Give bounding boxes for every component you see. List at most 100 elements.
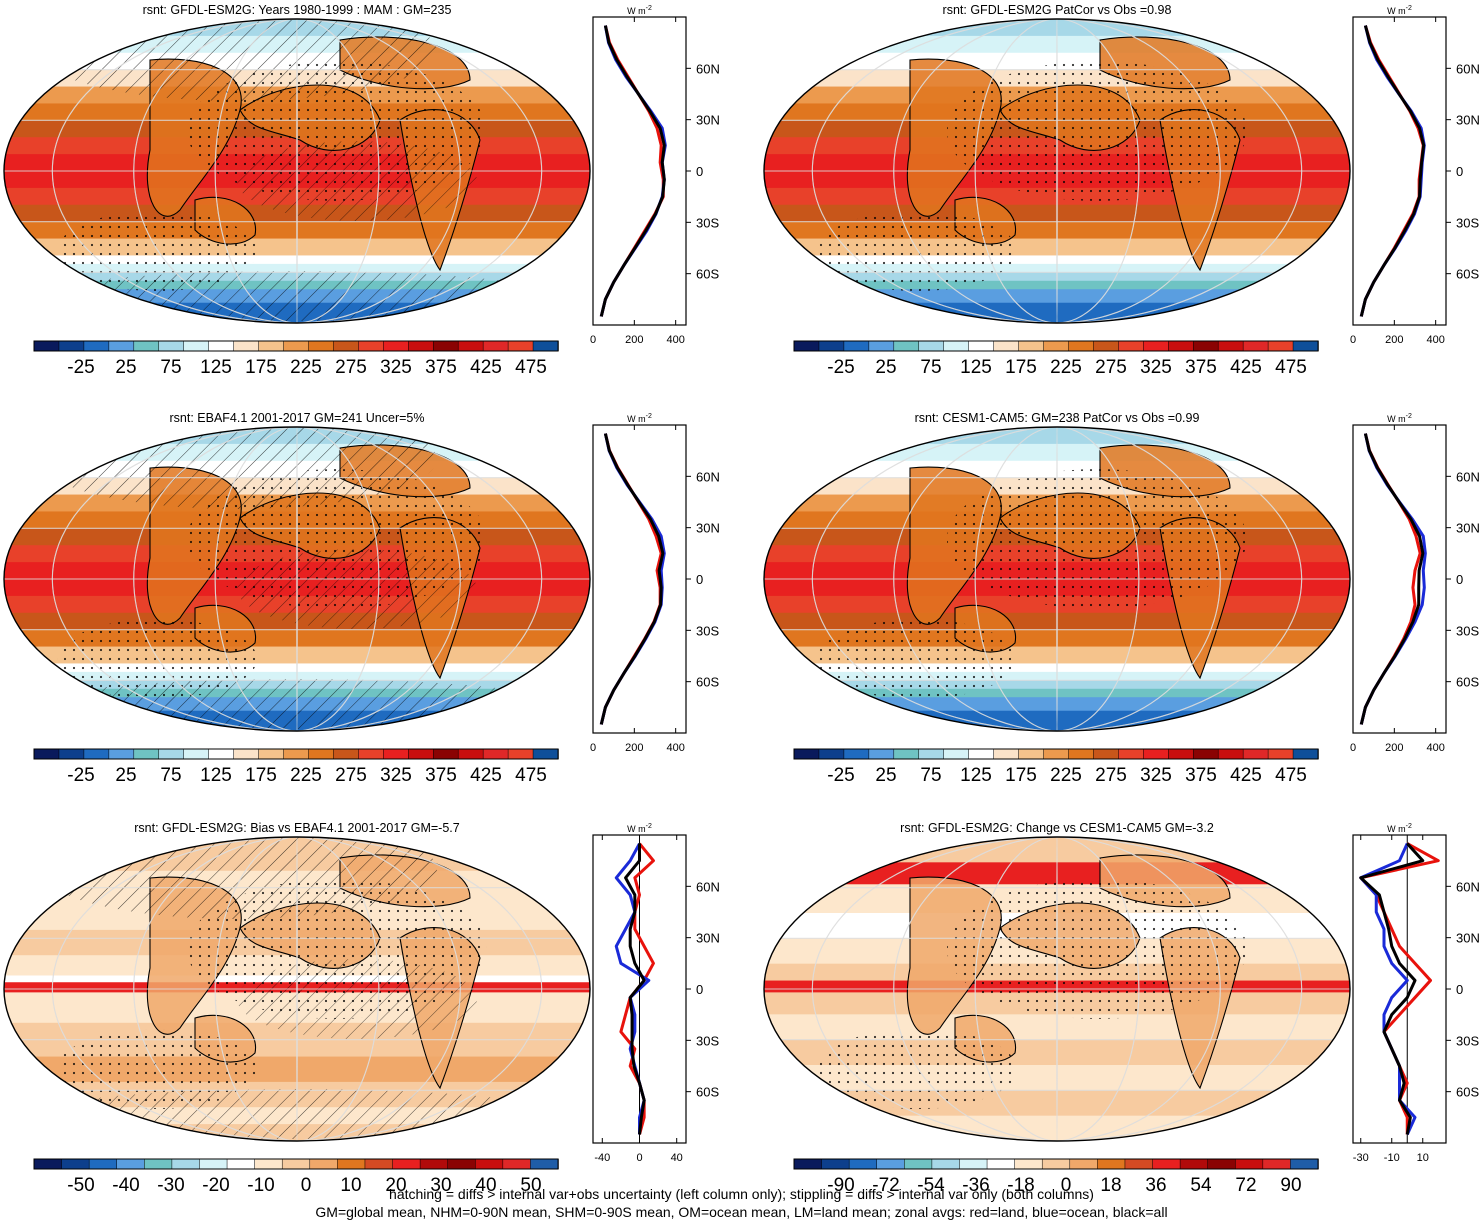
map-meridian — [1055, 427, 1059, 731]
map-outline — [3, 836, 591, 1142]
colorbar-swatch — [457, 340, 484, 352]
colorbar-swatch — [918, 748, 945, 760]
colorbar-swatch — [258, 748, 285, 760]
colorbar-label: 425 — [1230, 765, 1262, 786]
profile-xtick-label: 0 — [590, 742, 596, 754]
colorbar-swatch — [1043, 340, 1070, 352]
colorbar-label: 475 — [1275, 357, 1307, 378]
colorbar-label: 375 — [425, 765, 457, 786]
colorbar-label: 50 — [520, 1175, 541, 1196]
colorbar-swatch — [183, 340, 210, 352]
colorbar-swatch — [868, 748, 895, 760]
profile-xtick-label: 400 — [666, 334, 684, 346]
colorbar-label: 25 — [115, 357, 136, 378]
profile-xtick-label: 400 — [1426, 742, 1444, 754]
colorbar-swatch — [408, 748, 434, 760]
colorbar-swatch — [183, 748, 210, 760]
colorbar-swatch — [1292, 748, 1319, 760]
profile-ytick-label: 60N — [696, 469, 720, 484]
colorbar-swatch — [1290, 1158, 1319, 1170]
colorbar-label: 30 — [430, 1175, 451, 1196]
stippling — [57, 1029, 257, 1109]
panel-title: rsnt: GFDL-ESM2G: Change vs CESM1-CAM5 G… — [900, 821, 1214, 835]
footer-line-2: GM=global mean, NHM=0-90N mean, SHM=0-90… — [315, 1204, 1168, 1220]
colorbar-label: 75 — [920, 765, 941, 786]
map-band — [764, 443, 1350, 462]
stippling — [817, 1029, 1017, 1109]
profile-unit-sup: -2 — [646, 5, 652, 12]
profile-xtick-label: 0 — [590, 334, 596, 346]
colorbar-label: 375 — [1185, 357, 1217, 378]
colorbar-label: 425 — [470, 357, 502, 378]
colorbar-label: 20 — [385, 1175, 406, 1196]
panel-4: rsnt: CESM1-CAM5: GM=238 PatCor vs Obs =… — [763, 411, 1480, 786]
colorbar-swatch — [1068, 748, 1095, 760]
colorbar-label: 125 — [200, 357, 232, 378]
map-meridian — [133, 837, 461, 1141]
colorbar-swatch — [1043, 748, 1070, 760]
profile-ytick-label: 0 — [696, 572, 703, 587]
colorbar-label: 10 — [340, 1175, 361, 1196]
map-meridian — [214, 427, 380, 731]
colorbar-swatch — [1217, 748, 1244, 760]
colorbar-swatch — [233, 748, 260, 760]
colorbar-swatch — [233, 340, 260, 352]
profile-xtick-label: 400 — [1426, 334, 1444, 346]
colorbar-swatch — [408, 340, 434, 352]
map-meridian — [295, 427, 299, 731]
colorbar-label: 90 — [1280, 1175, 1301, 1196]
map-band — [764, 710, 1350, 731]
colorbar-swatch — [1041, 1158, 1071, 1170]
hatching — [237, 549, 477, 629]
colorbar-swatch — [309, 1158, 339, 1170]
colorbar-label: -20 — [202, 1175, 229, 1196]
colorbar-label: 125 — [960, 765, 992, 786]
colorbar-swatch — [419, 1158, 449, 1170]
colorbar-swatch — [502, 1158, 532, 1170]
profile-xtick-label: 0 — [1350, 742, 1356, 754]
profile-series-all — [599, 25, 666, 317]
map-meridian — [811, 19, 1303, 323]
colorbar-swatch — [893, 748, 920, 760]
profile-ytick-label: 60S — [1456, 267, 1479, 282]
map-meridian — [51, 19, 543, 323]
profile-ytick-label: 30S — [1456, 1033, 1479, 1048]
colorbar-label: -18 — [1007, 1175, 1034, 1196]
colorbar-swatch — [1018, 748, 1045, 760]
colorbar-swatch — [144, 1158, 173, 1170]
profile-ytick-label: 0 — [1456, 982, 1463, 997]
colorbar-swatch — [530, 1158, 559, 1170]
colorbar-swatch — [1118, 340, 1145, 352]
colorbar-swatch — [1192, 340, 1219, 352]
colorbar-swatch — [1292, 340, 1319, 352]
profile-xtick-label: -40 — [594, 1152, 610, 1164]
colorbar-label: 275 — [335, 357, 367, 378]
map-meridian — [893, 837, 1221, 1141]
colorbar-label: 275 — [1095, 357, 1127, 378]
colorbar-label: 0 — [301, 1175, 312, 1196]
stippling — [947, 879, 1247, 1019]
profile-ytick-label: 60N — [696, 61, 720, 76]
map-band — [764, 302, 1350, 323]
profile-ytick-label: 0 — [1456, 572, 1463, 587]
colorbar-swatch — [116, 1158, 146, 1170]
colorbar-swatch — [358, 340, 385, 352]
profile-series-land — [599, 25, 665, 317]
colorbar-frame — [793, 1158, 1319, 1170]
map-meridian — [295, 19, 299, 323]
colorbar-swatch — [1152, 1158, 1181, 1170]
profile-ytick-label: 30N — [1456, 521, 1480, 536]
colorbar-swatch — [281, 1158, 311, 1170]
panel-title: rsnt: EBAF4.1 2001-2017 GM=241 Uncer=5% — [169, 411, 424, 425]
colorbar-frame — [793, 748, 1319, 760]
map-outline — [3, 18, 591, 324]
colorbar-swatch — [308, 748, 335, 760]
stippling — [947, 61, 1247, 201]
colorbar-swatch — [1267, 748, 1294, 760]
colorbar-label: 475 — [515, 357, 547, 378]
colorbar-swatch — [876, 1158, 906, 1170]
colorbar-label: 325 — [380, 357, 412, 378]
profile-ytick-label: 60N — [696, 879, 720, 894]
map-meridian — [133, 427, 461, 731]
colorbar-label: 54 — [1190, 1175, 1212, 1196]
